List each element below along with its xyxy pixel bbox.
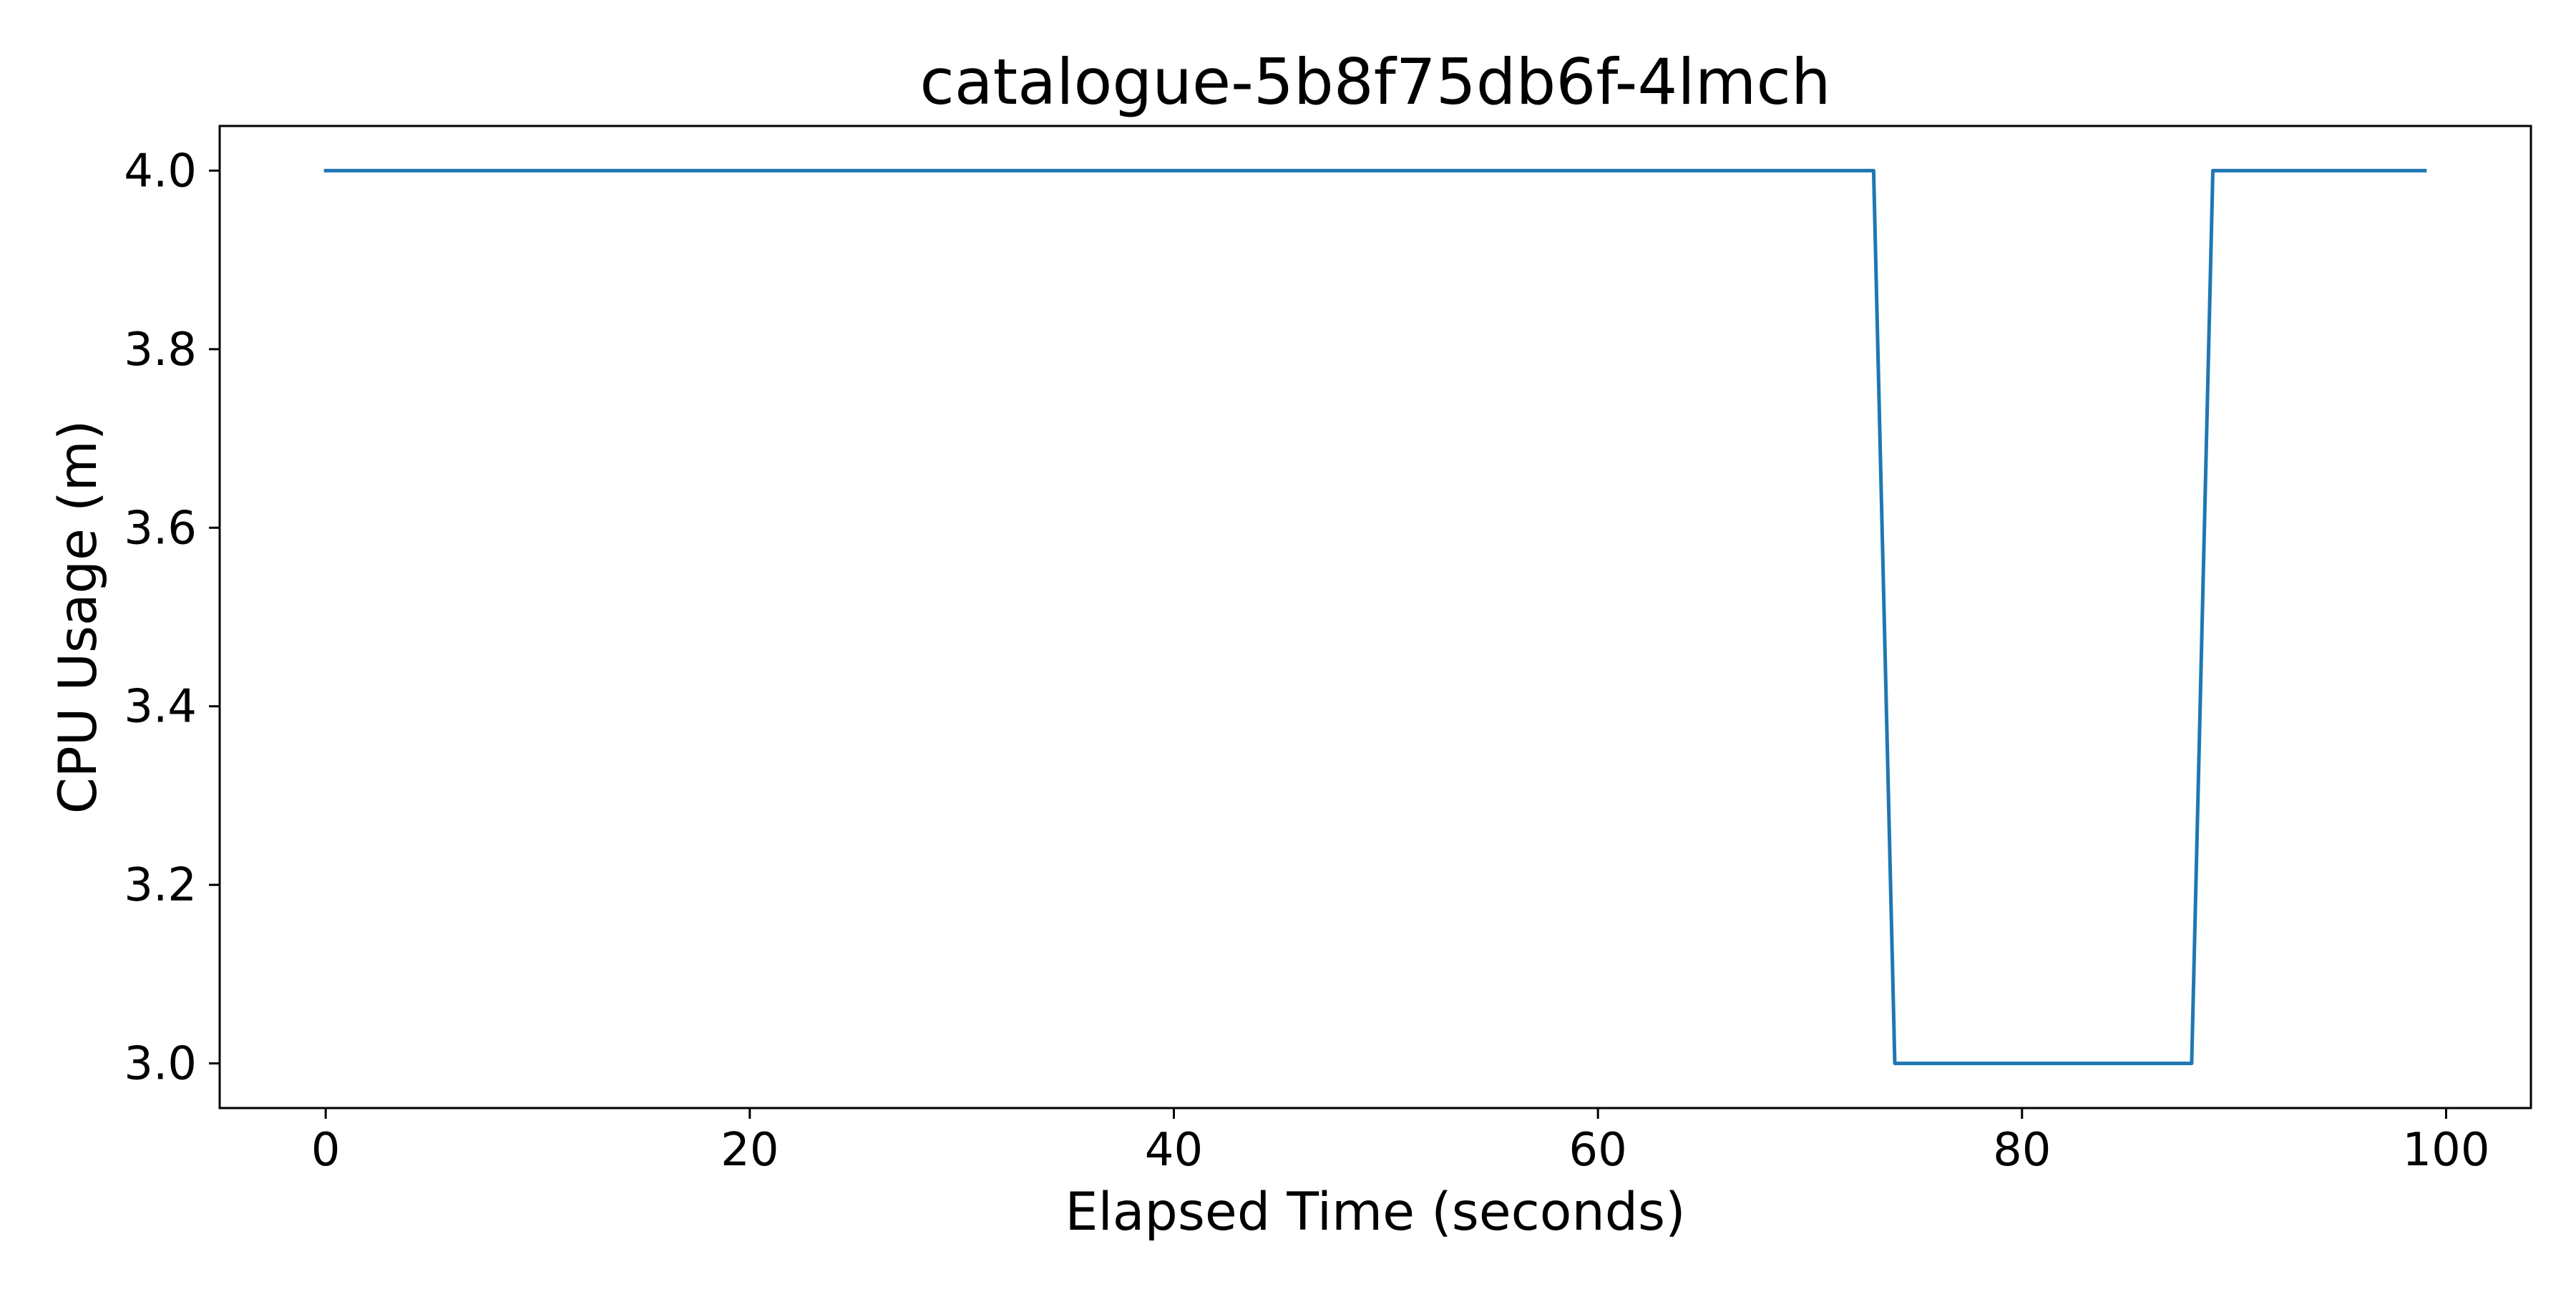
y-axis-label: CPU Usage (m) [48, 420, 109, 814]
x-tick-label: 40 [1145, 1124, 1203, 1177]
x-tick-label: 100 [2402, 1124, 2489, 1177]
x-tick-label: 20 [721, 1124, 779, 1177]
x-tick-label: 80 [1993, 1124, 2051, 1177]
y-tick-label: 3.6 [124, 502, 197, 555]
y-tick-label: 3.4 [124, 681, 197, 734]
x-axis-label: Elapsed Time (seconds) [1065, 1182, 1685, 1243]
series-layer [323, 168, 2427, 1066]
series-line [323, 168, 2427, 1066]
y-tick-label: 4.0 [124, 145, 197, 198]
y-tick-label: 3.0 [124, 1038, 197, 1091]
x-tick-label: 0 [311, 1124, 341, 1177]
chart-title: catalogue-5b8f75db6f-4lmch [919, 45, 1830, 119]
y-tick-label: 3.8 [124, 324, 197, 377]
x-axis-ticks: 0 20 40 60 80 100 [311, 1108, 2490, 1177]
y-tick-label: 3.2 [124, 859, 197, 912]
x-tick-label: 60 [1568, 1124, 1626, 1177]
y-axis-ticks: 3.0 3.2 3.4 3.6 3.8 4.0 [124, 145, 220, 1091]
plot-frame [218, 125, 2532, 1109]
